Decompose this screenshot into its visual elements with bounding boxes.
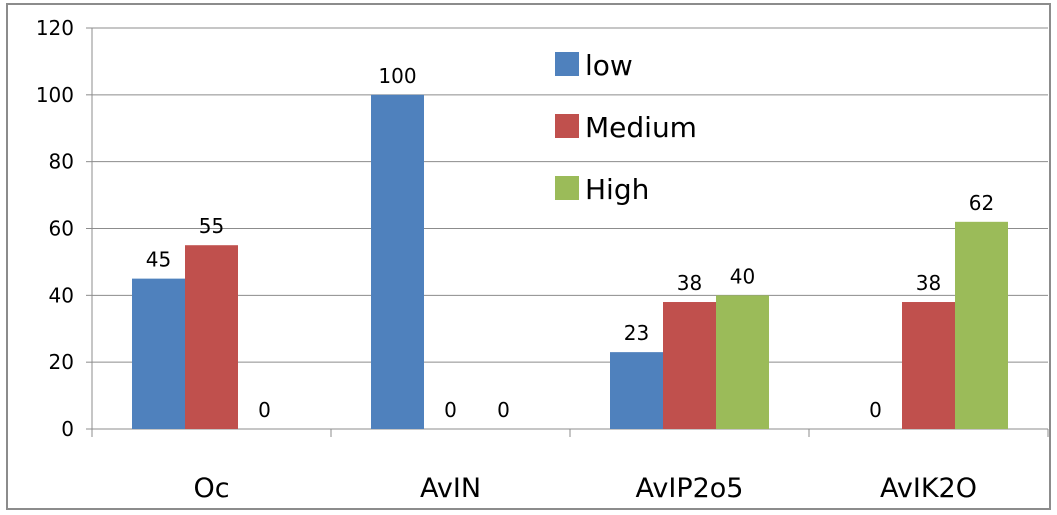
category-label: AvIK2O [880, 473, 977, 504]
data-label: 0 [869, 398, 882, 422]
y-tick-label: 120 [36, 16, 74, 40]
legend-label: low [585, 49, 633, 82]
data-label: 62 [969, 191, 994, 215]
legend-swatch [555, 114, 579, 138]
y-tick-label: 80 [49, 150, 74, 174]
bar [716, 295, 769, 429]
legend-label: High [585, 173, 649, 206]
bar [132, 278, 185, 429]
data-label: 45 [146, 248, 171, 272]
data-label: 23 [624, 321, 649, 345]
bar [955, 221, 1008, 429]
y-tick-label: 40 [49, 283, 74, 307]
legend-label: Medium [585, 111, 697, 144]
y-tick-label: 60 [49, 217, 74, 241]
category-label: AvIN [420, 473, 481, 504]
category-label: AvIP2o5 [636, 473, 744, 504]
legend-swatch [555, 52, 579, 76]
data-label: 0 [258, 398, 271, 422]
data-label: 0 [497, 398, 510, 422]
y-tick-label: 100 [36, 83, 74, 107]
y-tick-label: 0 [61, 417, 74, 441]
bar [185, 245, 238, 429]
bar [610, 352, 663, 429]
y-tick-label: 20 [49, 350, 74, 374]
category-label: Oc [193, 473, 229, 504]
legend-swatch [555, 176, 579, 200]
bar [371, 94, 424, 429]
data-label: 55 [199, 214, 224, 238]
data-label: 0 [444, 398, 457, 422]
bar [902, 302, 955, 429]
data-label: 40 [730, 264, 755, 288]
data-label: 38 [916, 271, 941, 295]
data-label: 38 [677, 271, 702, 295]
data-label: 100 [378, 64, 416, 88]
bar [663, 302, 716, 429]
